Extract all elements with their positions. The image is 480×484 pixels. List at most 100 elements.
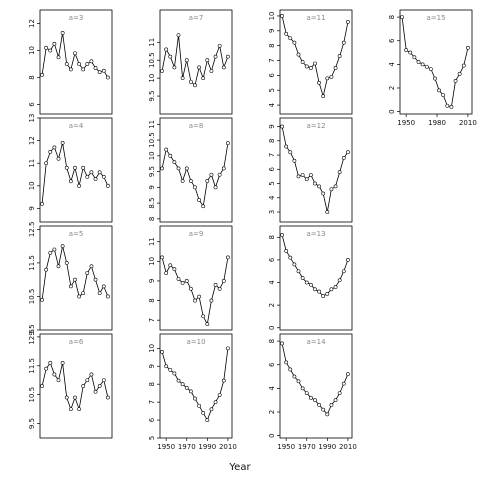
data-point	[89, 372, 94, 377]
data-point	[313, 287, 317, 292]
y-tick-label: 8	[268, 339, 276, 343]
y-tick-label: 6	[268, 257, 276, 262]
series-line	[281, 343, 349, 416]
x-tick-label: 2010	[459, 119, 477, 127]
data-point	[209, 407, 214, 412]
data-point	[60, 360, 65, 365]
data-point	[52, 41, 57, 46]
data-point	[300, 276, 305, 280]
data-point	[465, 45, 470, 50]
data-point	[288, 150, 293, 155]
panel-frame	[159, 117, 233, 223]
panel-frame	[279, 333, 353, 439]
y-tick-label: 12	[28, 19, 36, 28]
data-point	[176, 166, 181, 171]
panel-label: a=12	[306, 122, 325, 130]
y-tick-label: 10.5	[28, 387, 36, 403]
panel-label: a=7	[189, 14, 204, 22]
y-tick-label: 9.5	[28, 324, 36, 335]
data-point	[345, 150, 350, 155]
y-tick-label: 6	[148, 417, 156, 422]
data-point	[77, 62, 81, 66]
y-tick-label: 12	[28, 136, 36, 145]
data-point	[205, 418, 210, 422]
y-tick-label: 8	[148, 217, 156, 221]
data-point	[64, 165, 69, 170]
data-point	[317, 184, 321, 189]
y-tick-label: 0	[388, 109, 396, 113]
panel-a12: 3 4 5 6 7 8 9 a=12	[268, 117, 353, 223]
panel-label: a=4	[69, 122, 84, 130]
data-point	[77, 407, 81, 412]
x-tick-label: 1990	[318, 443, 336, 451]
data-point	[284, 31, 289, 36]
data-point	[164, 271, 169, 275]
panel-frame	[159, 333, 233, 439]
data-point	[284, 248, 289, 253]
data-point	[160, 166, 164, 171]
data-point	[193, 185, 197, 190]
data-point	[308, 395, 313, 400]
y-tick-label: 12.5	[28, 222, 36, 238]
y-tick-label: 8	[268, 43, 276, 47]
data-point	[325, 412, 330, 417]
series-line	[161, 257, 229, 326]
data-point	[333, 285, 338, 289]
panel-a5: 9.5 10.5 11.5 12.5 a=5	[28, 222, 113, 336]
y-tick-label: 9.5	[148, 90, 156, 101]
data-point	[89, 264, 94, 269]
data-point	[337, 170, 342, 175]
x-tick-label: 2010	[339, 443, 357, 451]
data-point	[188, 79, 193, 84]
data-point	[321, 407, 326, 412]
data-point	[180, 281, 185, 285]
data-point	[329, 403, 334, 407]
panel-a14: 0 2 4 6 8 1950 1970 1990 2010 a=14	[268, 333, 357, 451]
series-line	[41, 246, 109, 300]
data-point	[81, 291, 86, 295]
data-point	[217, 286, 222, 291]
y-tick-label: 11	[148, 120, 156, 129]
series-line	[401, 17, 469, 108]
data-point	[105, 395, 110, 400]
data-point	[60, 31, 65, 35]
panel-label: a=5	[69, 230, 84, 238]
data-point	[296, 379, 301, 384]
data-point	[188, 179, 193, 183]
data-point	[89, 170, 94, 175]
data-point	[93, 389, 98, 394]
data-point	[317, 80, 321, 85]
data-point	[56, 264, 61, 269]
data-point	[201, 204, 206, 209]
data-point	[296, 174, 301, 179]
data-point	[64, 261, 69, 265]
data-point	[52, 372, 57, 377]
x-tick-label: 1950	[397, 119, 415, 127]
data-point	[40, 384, 44, 388]
y-tick-label: 8	[268, 139, 276, 143]
data-point	[48, 48, 53, 53]
series-line	[41, 32, 109, 78]
data-point	[209, 298, 214, 303]
data-point	[404, 48, 409, 53]
y-tick-label: 2	[268, 303, 276, 307]
data-point	[52, 145, 57, 150]
panel-frame	[39, 9, 113, 115]
data-point	[288, 367, 293, 372]
data-point	[44, 267, 49, 272]
panel-label: a=3	[69, 14, 84, 22]
panel-a7: 9.5 10 10.5 11 a=7	[148, 9, 233, 115]
series-line	[161, 35, 229, 87]
y-tick-label: 9	[268, 29, 276, 33]
data-point	[184, 385, 189, 390]
data-point	[300, 173, 305, 177]
y-tick-label: 11.5	[28, 358, 36, 374]
data-point	[280, 233, 284, 237]
data-point	[56, 156, 61, 161]
data-point	[300, 386, 305, 391]
y-tick-label: 9.5	[28, 418, 36, 429]
x-tick-label: 1980	[428, 119, 446, 127]
y-tick-label: 9.5	[148, 166, 156, 177]
data-point	[341, 155, 346, 160]
